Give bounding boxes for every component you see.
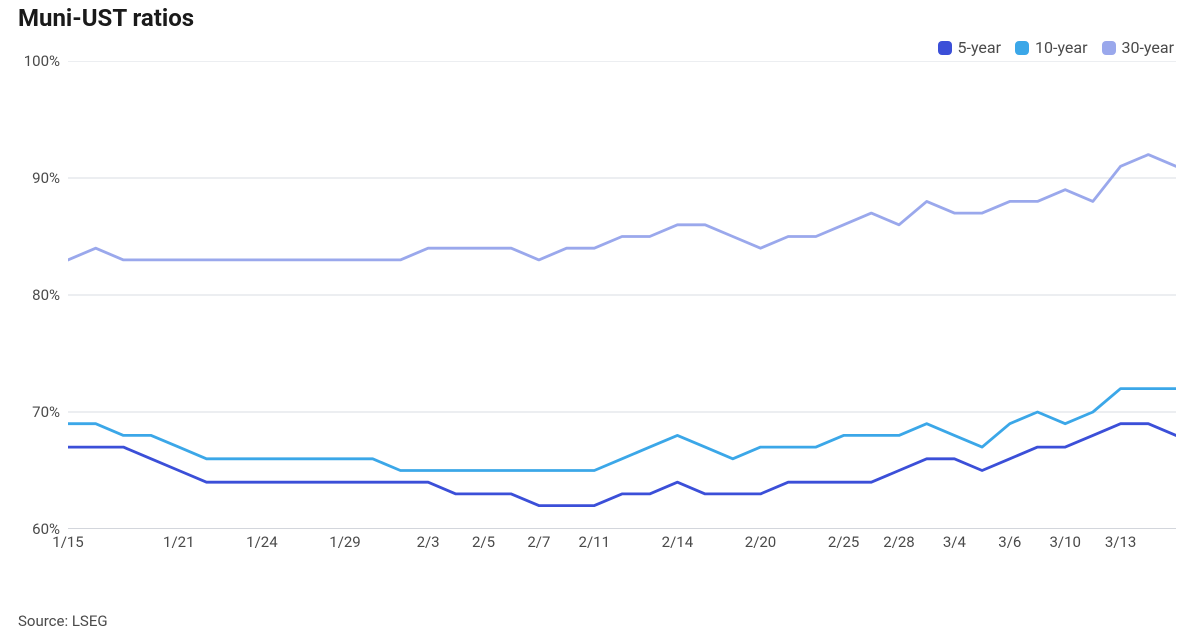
- y-tick-label: 70%: [18, 403, 60, 421]
- source-label: Source: LSEG: [18, 612, 108, 630]
- legend-swatch: [1015, 41, 1029, 55]
- x-tick-label: 3/4: [943, 533, 966, 551]
- chart-plot: [68, 61, 1176, 529]
- legend-swatch: [938, 41, 952, 55]
- x-tick-label: 3/13: [1105, 533, 1136, 551]
- chart-area: 60%70%80%90%100%1/151/211/241/292/32/52/…: [18, 61, 1184, 581]
- y-tick-label: 90%: [18, 169, 60, 187]
- y-tick-label: 100%: [18, 52, 60, 70]
- legend-label: 30-year: [1122, 38, 1174, 57]
- legend-swatch: [1102, 41, 1116, 55]
- legend-label: 5-year: [958, 38, 1002, 57]
- x-tick-label: 2/28: [883, 533, 914, 551]
- x-tick-label: 2/20: [745, 533, 776, 551]
- legend-item-10-year[interactable]: 10-year: [1015, 38, 1087, 57]
- x-tick-label: 2/25: [828, 533, 859, 551]
- legend-label: 10-year: [1035, 38, 1087, 57]
- legend: 5-year 10-year 30-year: [18, 38, 1184, 57]
- x-tick-label: 1/24: [246, 533, 277, 551]
- series-line-30-year[interactable]: [68, 155, 1176, 260]
- x-labels: 1/151/211/241/292/32/52/72/112/142/202/2…: [68, 533, 1176, 553]
- y-tick-label: 80%: [18, 286, 60, 304]
- legend-item-5-year[interactable]: 5-year: [938, 38, 1002, 57]
- x-tick-label: 3/10: [1049, 533, 1080, 551]
- chart-title: Muni-UST ratios: [18, 4, 1184, 32]
- x-tick-label: 2/14: [662, 533, 693, 551]
- x-tick-label: 2/7: [527, 533, 550, 551]
- x-tick-label: 1/21: [163, 533, 194, 551]
- series-line-5-year[interactable]: [68, 424, 1176, 506]
- legend-item-30-year[interactable]: 30-year: [1102, 38, 1174, 57]
- x-tick-label: 2/5: [472, 533, 495, 551]
- x-tick-label: 1/29: [329, 533, 360, 551]
- x-tick-label: 2/11: [579, 533, 610, 551]
- x-tick-label: 2/3: [417, 533, 440, 551]
- x-tick-label: 3/6: [998, 533, 1021, 551]
- x-tick-label: 1/15: [52, 533, 83, 551]
